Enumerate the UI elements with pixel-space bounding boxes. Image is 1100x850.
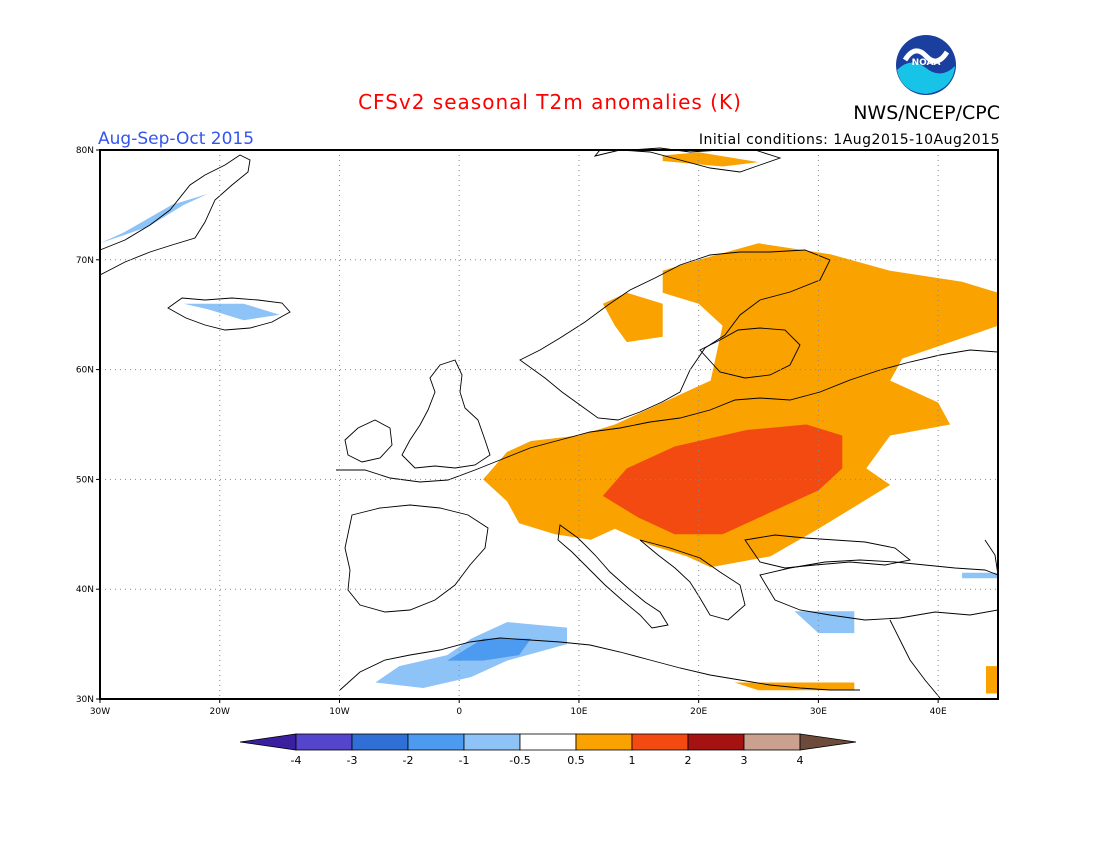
colorbar-swatch	[463, 733, 521, 751]
lon-tick-label: 30W	[90, 707, 110, 717]
season-label: Aug-Sep-Oct 2015	[98, 129, 255, 149]
colorbar-label: -2	[403, 754, 414, 767]
chart-title: CFSv2 seasonal T2m anomalies (K)	[358, 90, 742, 114]
colorbar-swatch	[239, 733, 297, 751]
warm-anomaly-anatolia-south	[734, 682, 855, 691]
colorbar-label: 1	[629, 754, 636, 767]
map-frame	[99, 149, 999, 700]
colorbar-swatch	[743, 733, 801, 751]
lon-tick-label: 20W	[210, 707, 230, 717]
warm-anomaly-caspian	[986, 666, 998, 694]
lon-tick-label: 30E	[810, 707, 827, 717]
colorbar-swatch	[575, 733, 633, 751]
colorbar-label: 4	[797, 754, 804, 767]
colorbar-swatch	[687, 733, 745, 751]
colorbar-swatch	[407, 733, 465, 751]
lat-tick-label: 70N	[76, 256, 94, 266]
lon-tick-label: 10E	[570, 707, 587, 717]
org-label: NWS/NCEP/CPC	[853, 102, 1000, 124]
colorbar-swatch	[295, 733, 353, 751]
axis-ticks: 30W 20W 10W 0 10E 20E 30E 40E 80N 70N 60N 50N 40N 30N	[76, 146, 947, 717]
colorbar-label: 2	[685, 754, 692, 767]
colorbar-label: -4	[291, 754, 302, 767]
lon-tick-label: 20E	[690, 707, 707, 717]
lon-tick-label: 40E	[930, 707, 947, 717]
colorbar-label: 3	[741, 754, 748, 767]
colorbar-swatch	[631, 733, 689, 751]
colorbar-swatch	[519, 733, 577, 751]
initial-conditions-label: Initial conditions: 1Aug2015-10Aug2015	[698, 132, 1000, 148]
lat-tick-label: 50N	[76, 475, 94, 485]
anomaly-fills	[100, 152, 999, 694]
lat-tick-label: 40N	[76, 585, 94, 595]
lat-tick-label: 80N	[76, 146, 94, 156]
colorbar-swatch	[351, 733, 409, 751]
lat-tick-label: 60N	[76, 366, 94, 376]
colorbar-label: 0.5	[567, 754, 585, 767]
lat-tick-label: 30N	[76, 695, 94, 705]
lon-tick-label: 0	[456, 707, 462, 717]
warm-anomaly-arctic	[662, 152, 759, 167]
cool-anomaly-iceland	[183, 303, 280, 321]
colorbar-label: -1	[459, 754, 470, 767]
cool-anomaly-caucasus	[962, 572, 998, 579]
colorbar-label: -0.5	[509, 754, 530, 767]
warm-anomaly-central-europe	[602, 424, 843, 535]
lon-tick-label: 10W	[329, 707, 349, 717]
warm-anomaly-scandinavia-west	[602, 292, 663, 343]
colorbar: -4 -3 -2 -1 -0.5 0.5 1 2 3 4	[239, 733, 857, 767]
logo-text: NOAA	[912, 58, 941, 68]
noaa-logo: NOAA	[896, 35, 956, 95]
cool-anomaly-atlas	[447, 638, 531, 661]
colorbar-label: -3	[347, 754, 358, 767]
colorbar-swatch	[799, 733, 857, 751]
cool-anomaly-greenland	[100, 193, 208, 244]
